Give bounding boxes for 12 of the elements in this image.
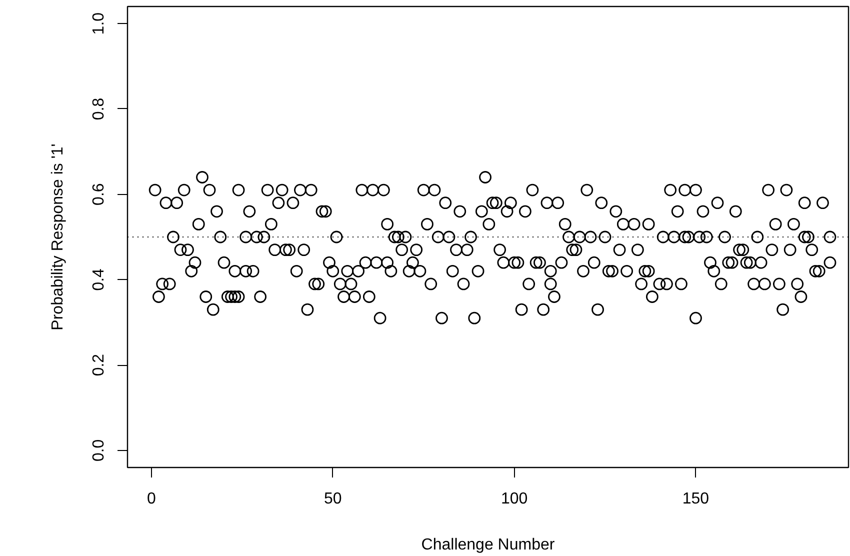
y-tick-label: 1.0 [90,12,108,35]
y-tick-label: 0.4 [90,268,108,291]
x-axis-title: Challenge Number [421,536,556,554]
y-axis-title: Probability Response is '1' [50,144,66,330]
x-tick-label: 0 [147,490,156,508]
x-tick-label: 150 [682,490,710,508]
y-tick-label: 0.2 [90,354,108,376]
y-tick-label: 0.8 [90,98,108,120]
x-tick-label: 100 [500,490,528,508]
y-tick-label: 0.0 [90,439,108,462]
x-tick-label: 50 [324,490,342,508]
y-tick-label: 0.6 [90,183,108,206]
